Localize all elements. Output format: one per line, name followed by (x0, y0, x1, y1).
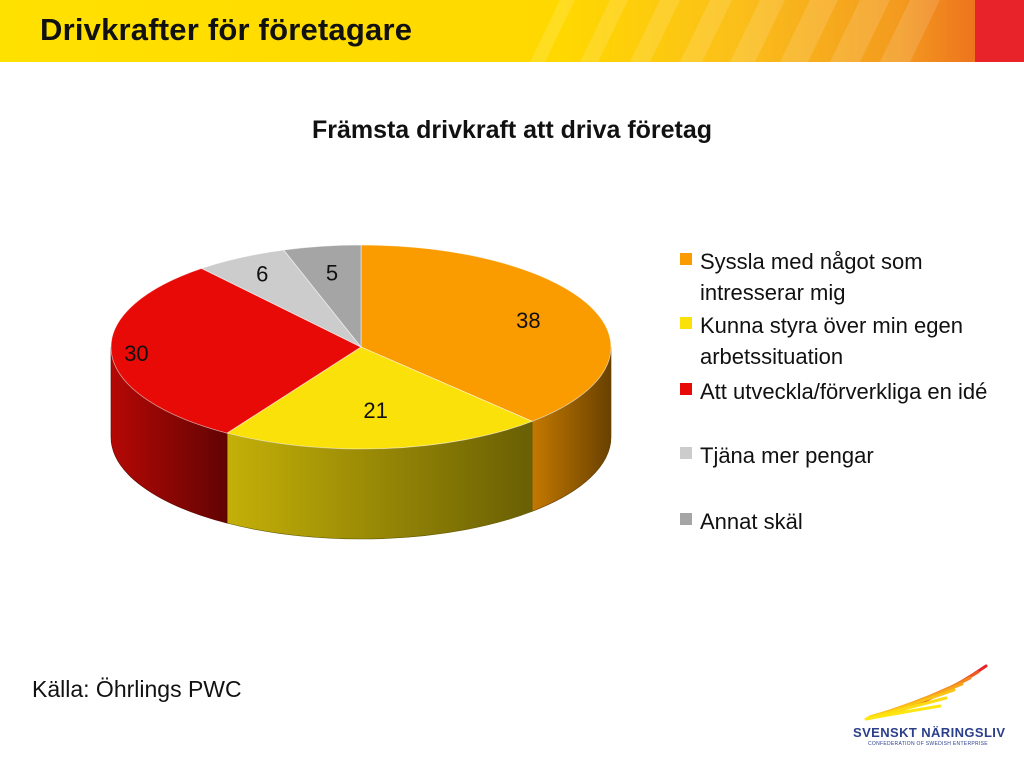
page-title: Drivkrafter för företagare (40, 12, 413, 47)
pie-slice-2 (226, 346, 534, 450)
pie-slice-5 (282, 244, 362, 349)
legend-label: Kunna styra över min egen arbetssituatio… (700, 313, 963, 369)
pie-slice-3 (110, 267, 362, 434)
pie-slice-1 (360, 244, 612, 422)
legend-swatch (680, 253, 692, 265)
flame-icon (864, 664, 988, 721)
header-bar: Drivkrafter för företagare (0, 0, 1024, 62)
logo-name: SVENSKT NÄRINGSLIV (853, 725, 1006, 740)
legend-swatch (680, 317, 692, 329)
legend-label: Syssla med något som intresserar mig (700, 249, 923, 305)
data-label-4: 6 (256, 262, 268, 287)
source-note: Källa: Öhrlings PWC (32, 676, 242, 702)
legend-swatch (680, 513, 692, 525)
legend-label: Annat skäl (700, 509, 803, 534)
legend-swatch (680, 447, 692, 459)
chart-title: Främsta drivkraft att driva företag (311, 116, 713, 144)
data-label-2: 21 (363, 398, 387, 423)
header-stripes (530, 0, 1024, 62)
legend-label: Att utveckla/förverkliga en idé (700, 379, 988, 404)
legend-label: Tjäna mer pengar (700, 443, 874, 468)
logo-tagline: CONFEDERATION OF SWEDISH ENTERPRISE (868, 741, 988, 747)
data-label-5: 5 (326, 260, 338, 285)
legend-swatch (680, 383, 692, 395)
data-label-3: 30 (124, 341, 148, 366)
data-label-1: 38 (516, 308, 540, 333)
svenskt-naringsliv-logo: SVENSKT NÄRINGSLIV CONFEDERATION OF SWED… (848, 660, 1008, 750)
